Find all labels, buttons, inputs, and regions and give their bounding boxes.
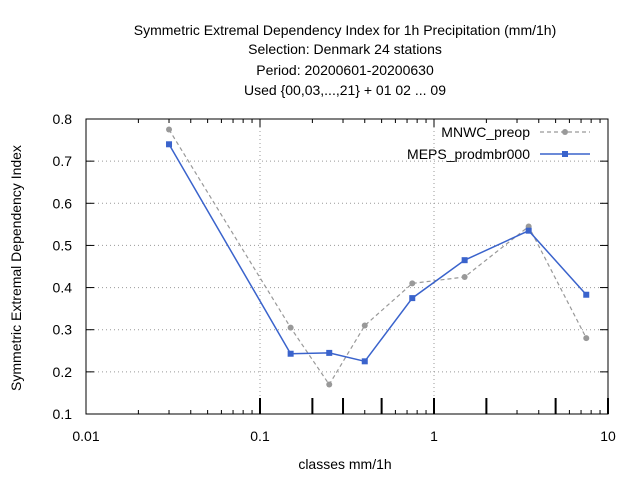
class-markers	[259, 398, 609, 414]
series-layer	[166, 126, 590, 388]
data-point	[287, 324, 294, 331]
data-point	[166, 126, 173, 133]
data-point	[461, 257, 468, 264]
x-tick-label: 1	[430, 428, 438, 444]
y-axis-label: Symmetric Extremal Dependency Index	[8, 145, 24, 391]
data-point	[409, 295, 416, 302]
y-tick-labels: 0.1 0.2 0.3 0.4 0.5 0.6 0.7 0.8	[53, 111, 73, 422]
data-point	[361, 322, 368, 329]
chart-subtitle-used: Used {00,03,...,21} + 01 02 ... 09	[244, 82, 446, 98]
chart-title: Symmetric Extremal Dependency Index for …	[134, 22, 557, 38]
data-point	[326, 349, 333, 356]
series-line	[168, 143, 587, 363]
x-tick-label: 0.01	[72, 428, 99, 444]
y-tick-label: 0.6	[53, 195, 73, 211]
legend-label: MNWC_preop	[441, 124, 530, 140]
y-tick-label: 0.8	[53, 111, 73, 127]
series-MEPS_prodmbr000	[166, 141, 590, 365]
data-point	[409, 280, 416, 287]
legend: MNWC_preop MEPS_prodmbr000	[407, 124, 590, 162]
x-tick-label: 10	[600, 428, 616, 444]
plot-frame	[85, 118, 609, 415]
legend-label: MEPS_prodmbr000	[407, 146, 530, 162]
y-tick-label: 0.1	[53, 406, 73, 422]
data-point	[326, 381, 333, 388]
data-point	[525, 227, 532, 234]
chart-subtitle-period: Period: 20200601-20200630	[256, 62, 434, 78]
x-tick-label: 0.1	[250, 428, 270, 444]
series-MNWC_preop	[166, 126, 590, 388]
y-tick-label: 0.2	[53, 364, 73, 380]
data-point	[361, 358, 368, 365]
data-point	[583, 291, 590, 298]
chart-titles: Symmetric Extremal Dependency Index for …	[134, 22, 557, 98]
data-point	[166, 141, 173, 148]
y-tick-label: 0.7	[53, 153, 73, 169]
series-line	[168, 129, 587, 386]
x-axis-label: classes mm/1h	[298, 456, 391, 472]
data-point	[583, 335, 590, 342]
grid	[85, 118, 609, 415]
data-point	[287, 350, 294, 357]
y-tick-label: 0.4	[53, 280, 73, 296]
y-tick-label: 0.5	[53, 237, 73, 253]
legend-marker	[562, 129, 568, 135]
chart-subtitle-selection: Selection: Denmark 24 stations	[248, 41, 442, 57]
x-tick-labels: 0.01 0.1 1 10	[72, 428, 616, 444]
data-point	[461, 274, 468, 281]
y-tick-label: 0.3	[53, 322, 73, 338]
legend-marker	[562, 151, 568, 157]
